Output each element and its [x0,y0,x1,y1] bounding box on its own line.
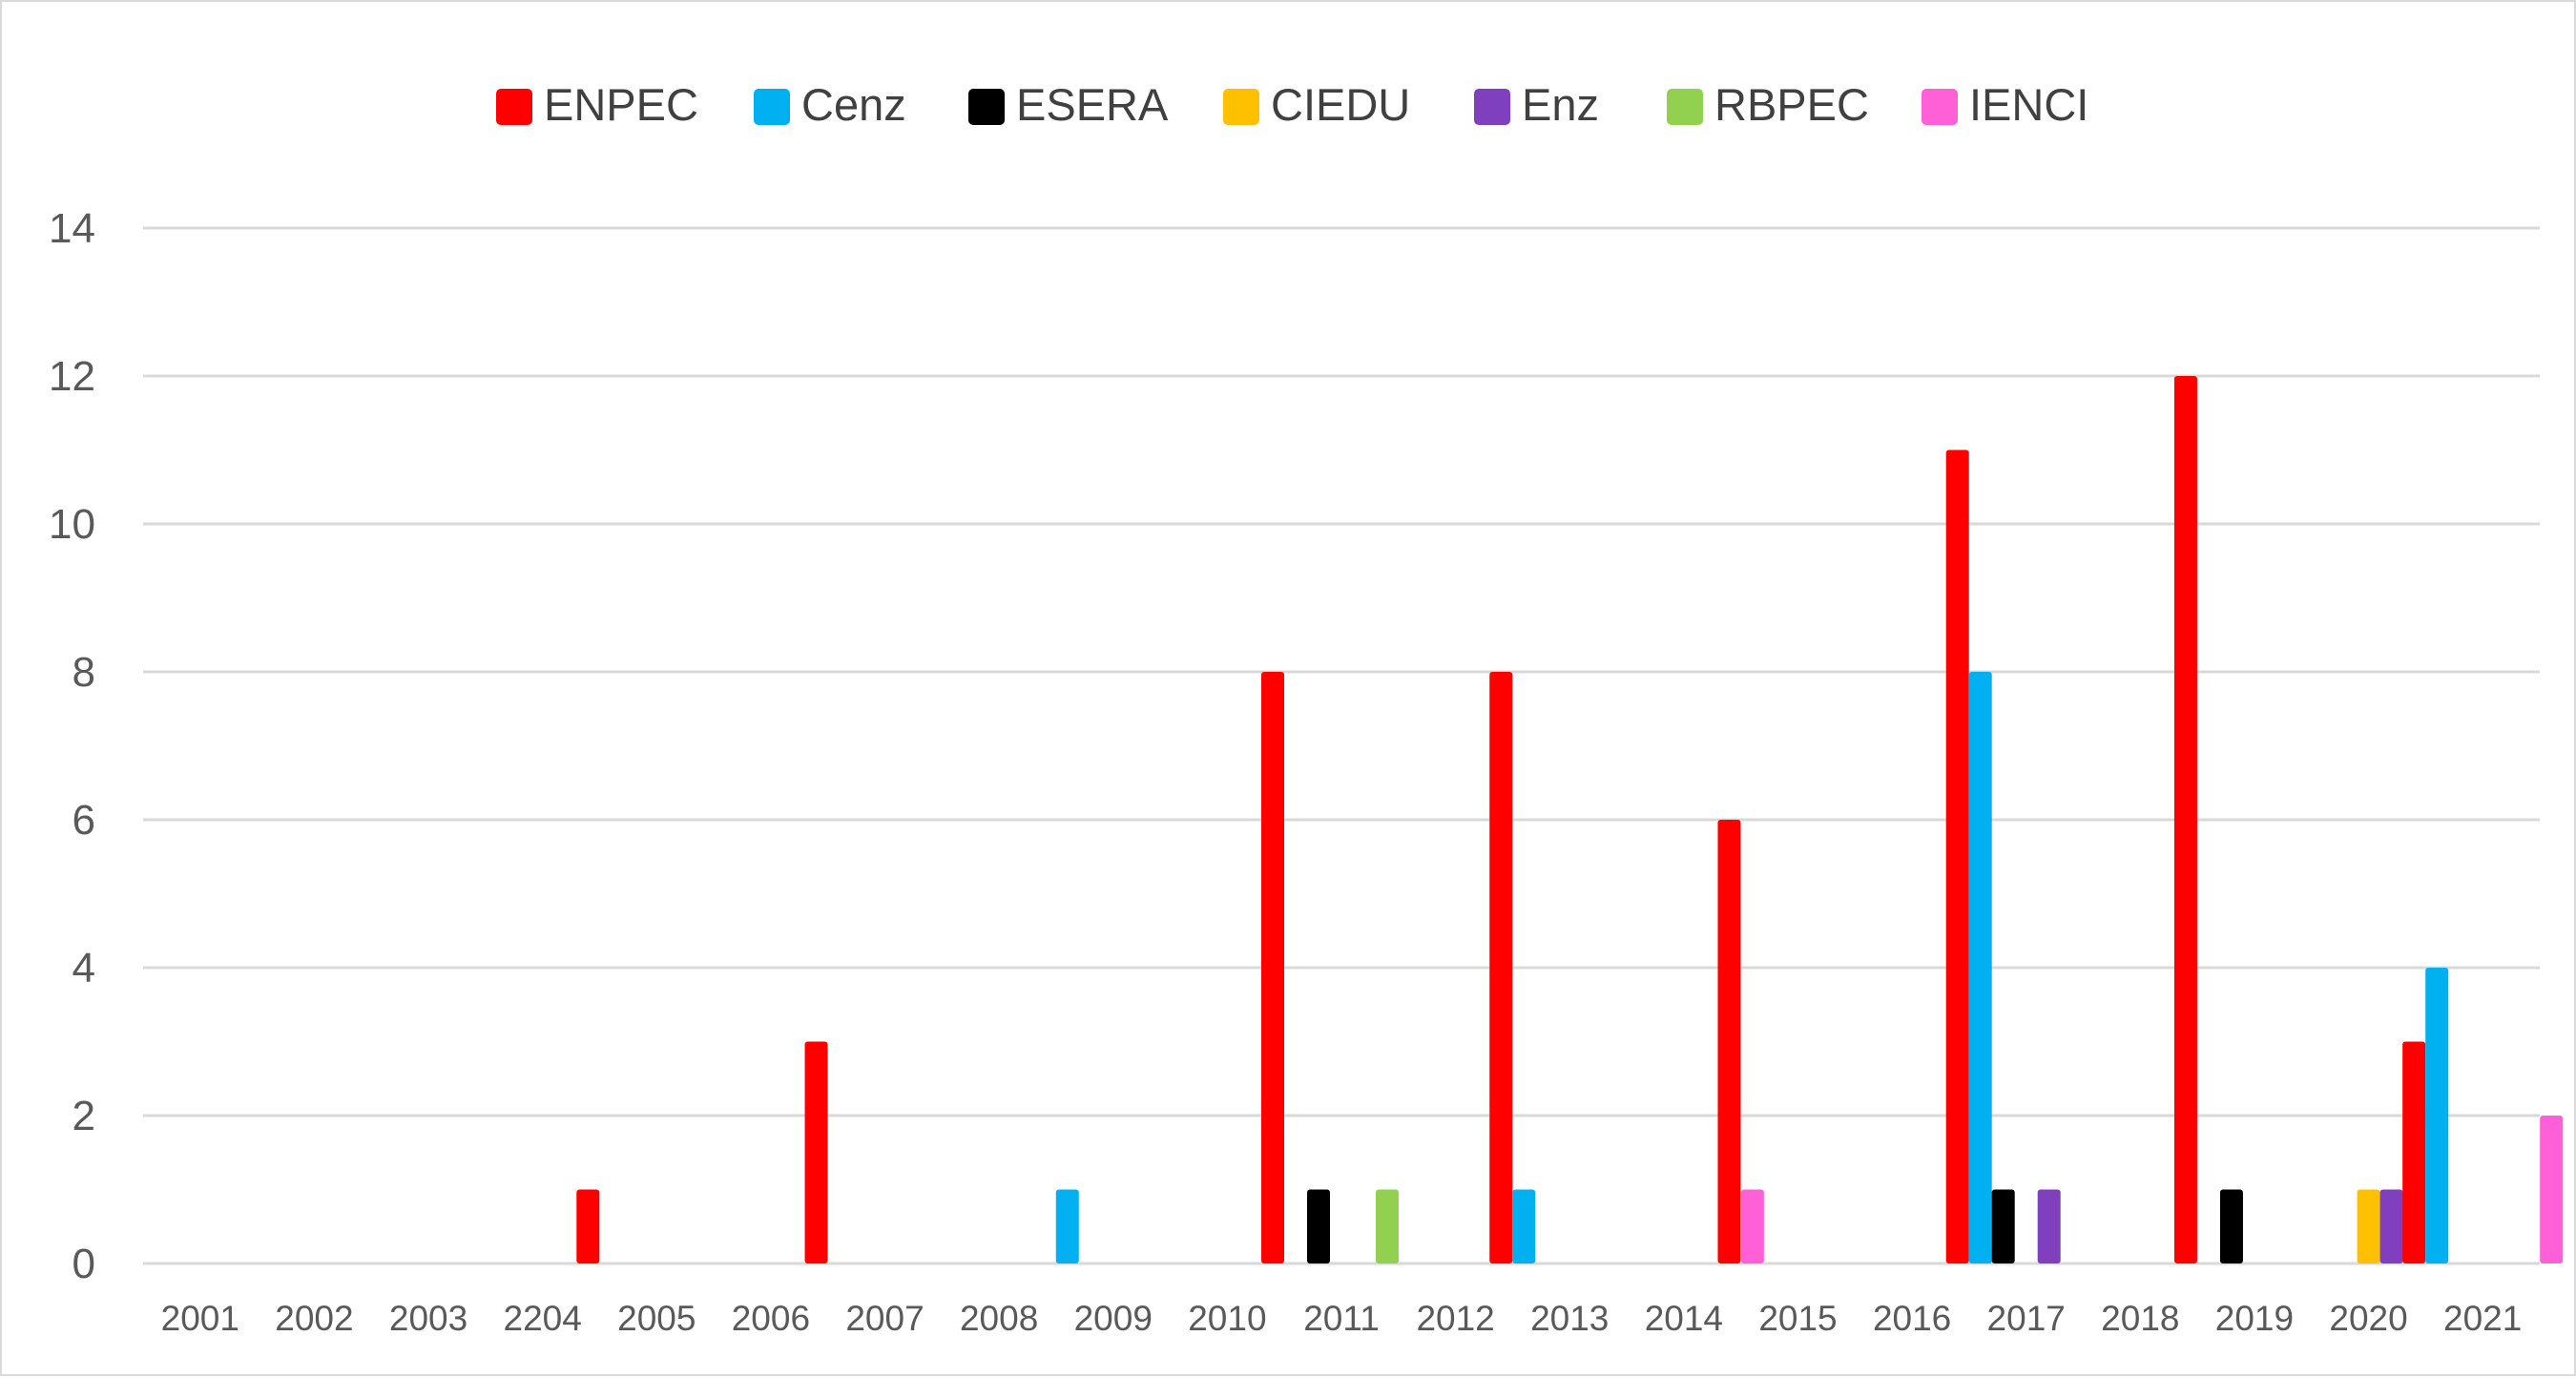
legend-swatch [1667,89,1703,125]
bar-enpec-2021 [2402,1041,2426,1263]
legend-item-cenz: Cenz [754,79,906,130]
legend-label: IENCI [1969,79,2088,130]
bar-cenz-2021 [2425,968,2449,1263]
legend-item-enz: Enz [1474,79,1599,130]
legend-label: Enz [1522,79,1599,130]
x-tick-label: 2014 [1645,1299,1723,1338]
bar-enz-2020 [2379,1189,2403,1263]
bar-cenz-2009 [1055,1189,1079,1263]
x-tick-label: 2010 [1188,1299,1266,1338]
x-tick-label: 2002 [275,1299,353,1338]
x-tick-label: 2001 [161,1299,239,1338]
x-tick-label: 2011 [1303,1299,1380,1338]
bar-enpec-2017 [1945,449,1969,1263]
x-tick-label: 2015 [1758,1299,1837,1338]
legend-swatch [1922,89,1958,125]
legend-label: CIEDU [1271,79,1410,130]
x-tick-label: 2013 [1530,1299,1609,1338]
bar-ienci-2021 [2540,1116,2564,1263]
y-tick-label: 8 [73,649,95,696]
bar-enz-2017 [2037,1189,2061,1263]
legend-swatch [1474,89,1510,125]
bar-ciedu-2020 [2357,1189,2380,1263]
x-tick-label: 2020 [2329,1299,2407,1338]
legend: ENPEC Cenz ESERA CIEDU Enz RBPEC IENCI [496,79,2088,130]
bar-enpec-2013 [1489,672,1513,1263]
x-tick-label: 2012 [1416,1299,1494,1338]
legend-item-enpec: ENPEC [496,79,698,130]
bars [576,376,2564,1263]
bar-esera-2019 [2219,1189,2243,1263]
legend-label: ESERA [1016,79,1169,130]
x-tick-label: 2008 [960,1299,1038,1338]
x-tick-label: 2204 [504,1299,582,1338]
x-tick-label: 2019 [2215,1299,2294,1338]
y-tick-label: 4 [73,945,95,992]
y-tick-label: 10 [49,501,95,548]
x-tick-label: 2016 [1873,1299,1951,1338]
bar-rbpec-2011 [1376,1189,1399,1263]
y-tick-label: 0 [73,1241,95,1287]
bar-esera-2011 [1307,1189,1330,1263]
bar-enpec-2015 [1717,820,1741,1263]
bar-ienci-2014 [1740,1189,1764,1263]
x-tick-label: 2018 [2101,1299,2179,1338]
legend-swatch [496,89,532,125]
bar-enpec-2007 [804,1041,828,1263]
x-tick-label: 2009 [1074,1299,1153,1338]
x-tick-label: 2003 [389,1299,467,1338]
y-tick-label: 6 [73,797,95,844]
bar-enpec-2011 [1261,672,1284,1263]
legend-item-ciedu: CIEDU [1223,79,1410,130]
legend-swatch [968,89,1005,125]
y-tick-label: 2 [73,1093,95,1139]
x-tick-label: 2006 [732,1299,810,1338]
y-axis: 0 2 4 6 8 10 12 14 [49,205,95,1287]
y-tick-label: 14 [49,205,95,252]
bar-esera-2017 [1991,1189,2015,1263]
legend-item-rbpec: RBPEC [1667,79,1869,130]
gridlines [143,226,2540,1265]
legend-swatch [754,89,790,125]
legend-item-ienci: IENCI [1922,79,2088,130]
x-axis: 2001 2002 2003 2204 2005 2006 2007 2008 2009 2010… [161,1299,2523,1338]
x-tick-label: 2021 [2443,1299,2522,1338]
bar-cenz-2017 [1968,672,1992,1263]
y-tick-label: 12 [49,353,95,400]
x-tick-label: 2017 [1987,1299,2066,1338]
legend-label: Cenz [801,79,906,130]
bar-enpec-2005 [576,1189,600,1263]
legend-swatch [1223,89,1259,125]
bar-cenz-2013 [1512,1189,1536,1263]
x-tick-label: 2005 [617,1299,696,1338]
legend-label: RBPEC [1714,79,1869,130]
legend-item-esera: ESERA [968,79,1169,130]
legend-label: ENPEC [544,79,698,130]
bar-enpec-2019 [2173,376,2197,1263]
x-tick-label: 2007 [845,1299,924,1338]
